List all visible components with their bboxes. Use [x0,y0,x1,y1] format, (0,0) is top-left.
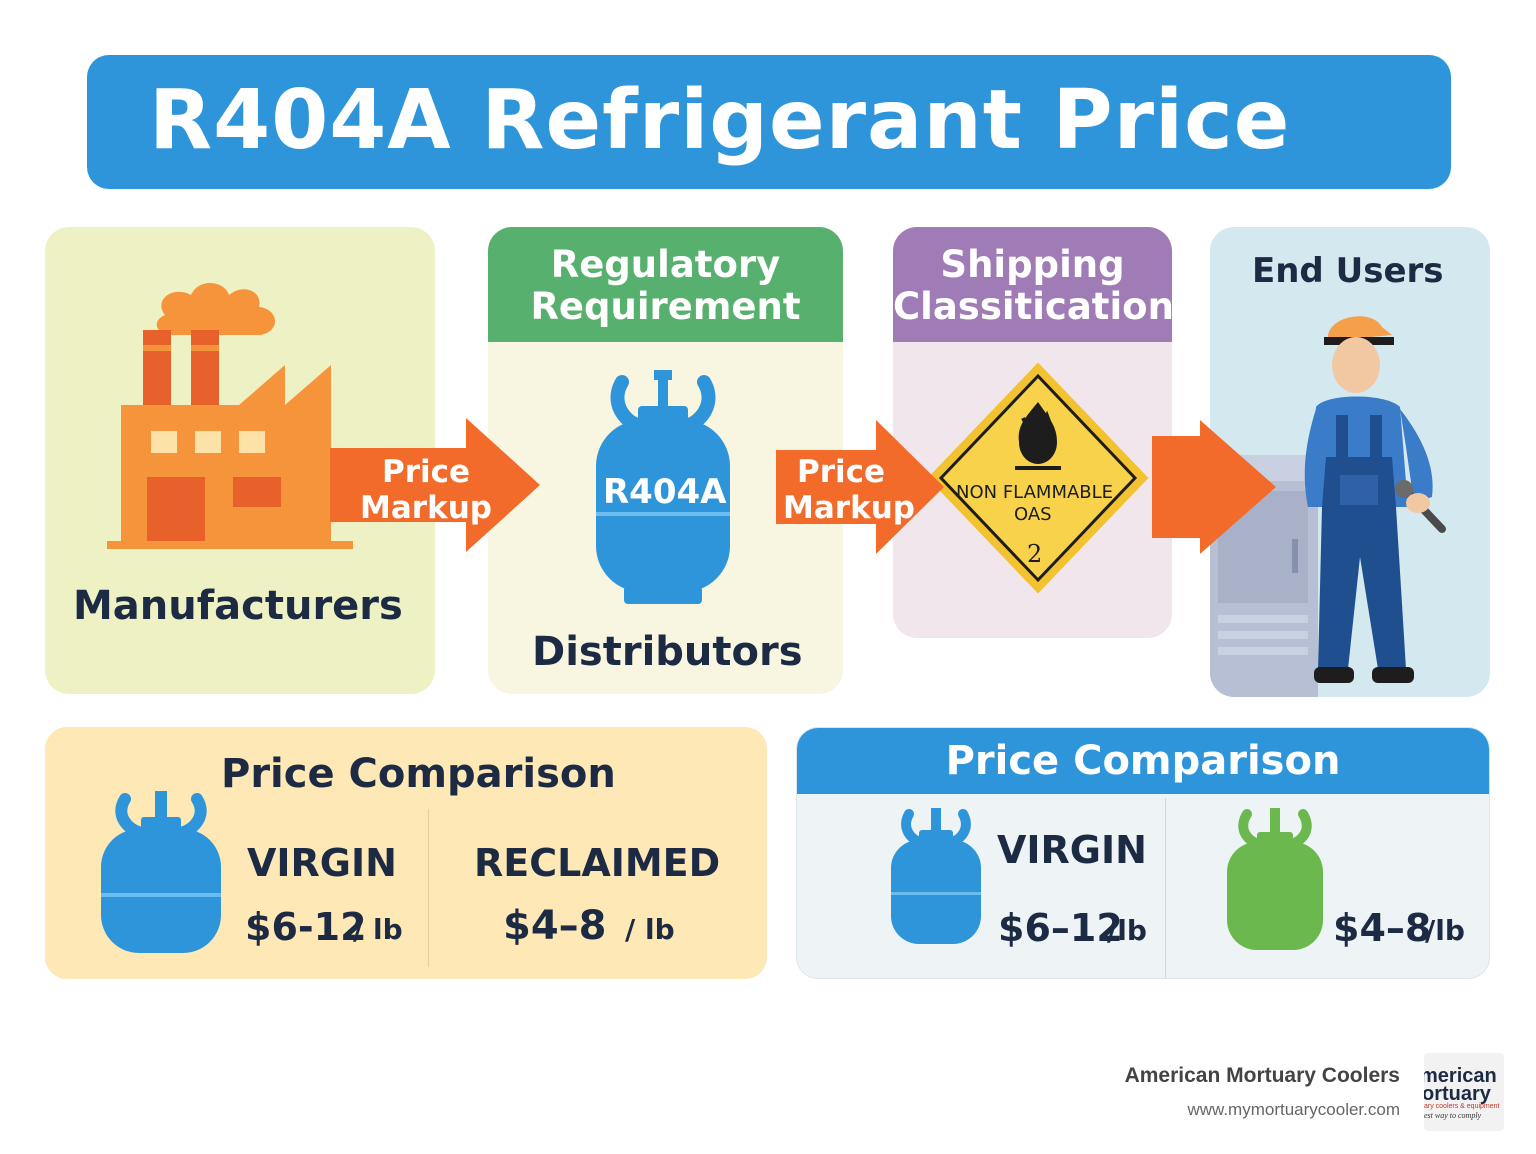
comparison-right-title: Price Comparison [945,738,1341,784]
price-comparison-card-left: Price Comparison VIRGIN $6-12 / lb RECLA… [45,727,767,979]
hazard-sign-line2: OAS [1014,504,1052,525]
price-markup-arrow-1-line2: Markup [360,490,492,526]
hazard-sign-line1: NON FLAMMABLE [956,482,1114,503]
reclaimed-cylinder-icon [1227,808,1323,950]
virgin-cylinder-icon [101,791,221,953]
delivery-arrow [1152,420,1278,554]
price-markup-arrow-2-line1: Price [796,454,886,490]
shipping-header: Shipping Classitication [893,227,1172,342]
cylinder-label: R404A [603,472,727,512]
regulatory-header-line1: Regulatory [550,243,781,286]
regulatory-header: Regulatory Requirement [488,227,843,342]
price-markup-arrow-1-line1: Price [381,454,471,490]
price-markup-arrow-2-line2: Markup [783,490,915,526]
comparison-left-reclaimed-unit: / lb [625,913,675,946]
comparison-left-virgin-price: $6-12 [245,905,367,949]
comparison-left-reclaimed-label: RECLAIMED [474,841,721,885]
comparison-left-divider [428,809,429,967]
price-comparison-card-right: Price Comparison VIRGIN $6–12 /lb $4–8 /… [796,727,1490,979]
stage-distributors: Regulatory Requirement R404A Distributor… [488,227,843,694]
stage-label-manufacturers: Manufacturers [73,583,403,629]
logo-line3: ary coolers & equipment [1424,1103,1500,1110]
comparison-left-virgin-unit: / lb [353,913,403,946]
stage-label-end-users: End Users [1252,251,1444,291]
logo-line4: est way to comply [1424,1111,1482,1120]
comparison-left-virgin-label: VIRGIN [247,841,397,885]
comparison-right-divider [1165,798,1166,978]
hazard-class-2-sign-icon [927,362,1149,594]
shipping-header-line1: Shipping [940,243,1125,286]
price-markup-arrow-2: Price Markup [776,420,946,554]
virgin-cylinder-icon-right [891,808,981,944]
comparison-right-reclaimed-price: $4–8 [1333,906,1432,950]
factory-icon [107,282,353,549]
comparison-right-reclaimed-unit: /lb [1425,914,1465,947]
hazard-class-number: 2 [1027,540,1043,568]
refrigerant-cylinder-icon [596,370,730,604]
title-banner: R404A Refrigerant Price [87,55,1451,189]
comparison-right-virgin-unit: /lb [1107,914,1147,947]
company-logo: merican ortuary ary coolers & equipment … [1424,1053,1504,1131]
worker-icon [1304,316,1446,683]
comparison-left-reclaimed-price: $4–8 [503,903,607,949]
comparison-right-header: Price Comparison [797,728,1489,794]
comparison-right-virgin-label: VIRGIN [997,828,1147,872]
comparison-right-virgin-price: $6–12 [998,906,1123,950]
stage-label-distributors: Distributors [532,629,803,675]
footer-company-name: American Mortuary Coolers [1124,1064,1400,1087]
logo-line2: ortuary [1424,1083,1491,1105]
footer-url[interactable]: www.mymortuarycooler.com [1187,1100,1400,1119]
logo-line1: merican [1424,1065,1497,1087]
comparison-left-title: Price Comparison [221,751,616,797]
shipping-header-line2: Classitication [893,285,1172,328]
regulatory-header-line2: Requirement [530,285,801,328]
page-title: R404A Refrigerant Price [149,73,1291,168]
price-markup-arrow-1: Price Markup [330,418,542,552]
